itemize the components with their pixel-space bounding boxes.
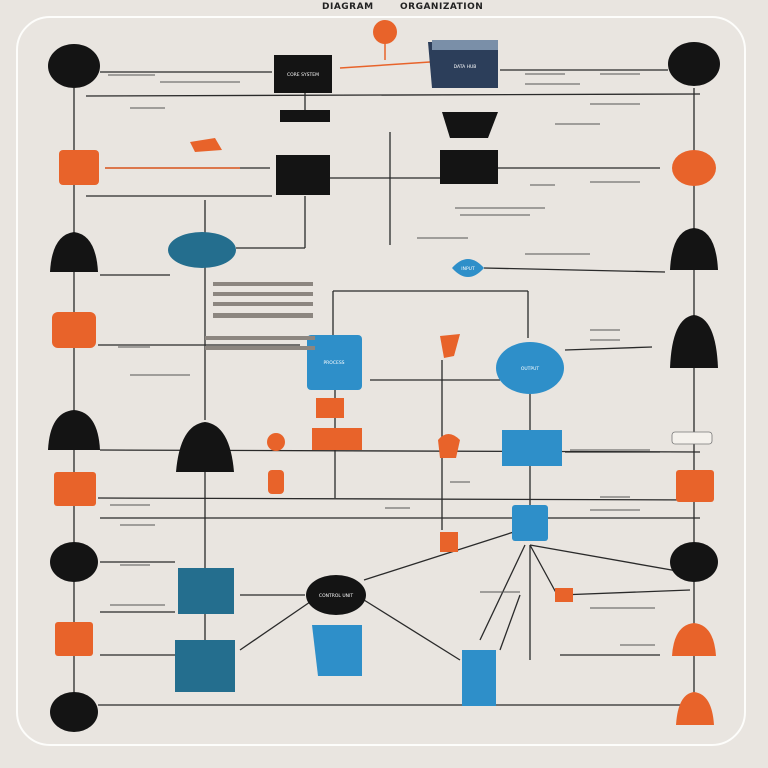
blue-box-center — [307, 335, 362, 390]
right-node-orange-1 — [672, 150, 716, 186]
small-black-bar — [280, 110, 330, 122]
text-dashes — [108, 73, 655, 646]
left-node-black-3 — [48, 410, 100, 450]
left-node-black-1 — [48, 44, 100, 88]
top-right-box — [428, 42, 498, 88]
left-node-black-5 — [50, 692, 98, 732]
right-node-black-2 — [670, 228, 718, 270]
right-node-white — [671, 431, 713, 445]
blue-ellipse-right-label: OUTPUT — [521, 366, 540, 372]
blue-box-right — [502, 430, 562, 466]
center-black-nodes: CONTROL UNIT — [176, 422, 366, 615]
hub-node-label: CONTROL UNIT — [319, 593, 353, 599]
upper-right-black-box — [440, 150, 498, 184]
orange-flask — [268, 470, 284, 494]
funnel-box — [442, 112, 498, 138]
right-node-orange-2 — [676, 470, 714, 502]
left-node-orange-3 — [54, 472, 96, 506]
orange-small-lower — [555, 588, 573, 602]
blue-box-bottom — [312, 625, 362, 676]
right-node-orange-4 — [676, 692, 714, 725]
black-bell-center — [176, 422, 234, 472]
right-node-orange-3 — [672, 623, 716, 656]
left-node-orange-1 — [59, 150, 99, 185]
title-right: ORGANIZATION — [400, 2, 484, 12]
hub-node — [306, 575, 366, 615]
right-node-black-4 — [670, 542, 718, 582]
top-right-box-cap — [432, 40, 498, 50]
top-boxes: CORE SYSTEM DATA HUB — [274, 20, 498, 195]
top-orange-node — [373, 20, 397, 44]
orange-small-right — [440, 532, 458, 552]
blue-box-bottom-right — [462, 650, 496, 706]
blue-box-center-label: PROCESS — [323, 360, 344, 366]
main-box-label: CORE SYSTEM — [287, 72, 319, 78]
orange-shape-upper — [440, 334, 460, 358]
main-box — [274, 55, 332, 93]
left-node-orange-4 — [55, 622, 93, 656]
orange-shapes — [190, 138, 573, 602]
connector-lines — [73, 69, 701, 706]
blue-ellipse-right — [496, 342, 564, 394]
blue-hub-box — [512, 505, 548, 541]
right-node-black-1 — [668, 42, 720, 86]
stacked-bars — [205, 282, 315, 350]
teal-box-lower — [175, 640, 235, 692]
accent-lines — [105, 42, 431, 169]
left-column-nodes — [48, 44, 100, 732]
right-node-black-3 — [670, 315, 718, 368]
orange-shape-mid — [438, 434, 460, 458]
center-bubble — [452, 259, 484, 277]
title-left: DIAGRAM — [322, 2, 374, 12]
left-node-black-2 — [50, 232, 98, 272]
left-node-black-4 — [50, 542, 98, 582]
teal-box-left — [178, 568, 234, 614]
orange-dot-left — [267, 433, 285, 451]
right-column-nodes — [668, 42, 720, 725]
blue-nodes: INPUT PROCESS OUTPUT — [168, 232, 564, 706]
teal-bubble-upper — [168, 232, 236, 268]
left-node-orange-2 — [52, 312, 96, 348]
top-right-box-label: DATA HUB — [454, 64, 477, 70]
orange-bird — [190, 138, 222, 152]
orange-box-center — [312, 428, 362, 450]
diagram-frame — [16, 16, 746, 746]
center-bubble-label: INPUT — [461, 266, 475, 272]
orange-table-icon — [316, 398, 344, 418]
upper-black-box — [276, 155, 330, 195]
